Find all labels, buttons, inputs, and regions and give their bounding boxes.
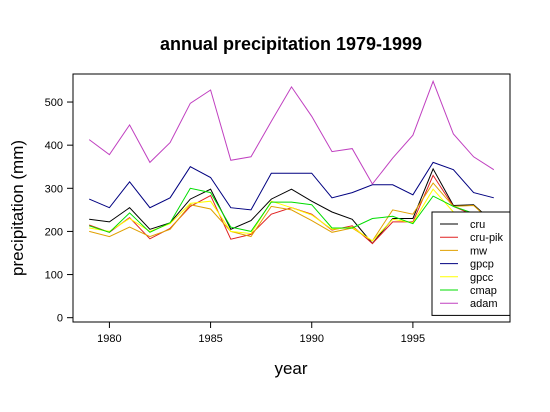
- legend-label-mw: mw: [470, 245, 487, 257]
- series-line-mw: [89, 182, 495, 242]
- y-tick-label: 300: [45, 183, 63, 195]
- y-tick-label: 100: [45, 270, 63, 282]
- legend-label-cru-pik: cru-pik: [470, 232, 504, 244]
- y-tick-label: 500: [45, 97, 63, 109]
- series-line-cmap: [89, 187, 495, 233]
- x-axis: 1980 1985 1990 1995: [97, 322, 425, 345]
- plot-frame: [72, 73, 511, 323]
- legend-label-cru: cru: [470, 219, 485, 231]
- series-layer: [88, 79, 495, 245]
- legend-label-adam: adam: [470, 298, 498, 310]
- legend-label-gpcc: gpcc: [470, 272, 494, 284]
- y-tick-label: 400: [45, 140, 63, 152]
- legend-label-gpcp: gpcp: [470, 259, 494, 271]
- x-axis-label: year: [274, 359, 307, 378]
- x-tick-label: 1985: [198, 333, 222, 345]
- x-tick-label: 1995: [401, 333, 425, 345]
- series-line-gpcp: [89, 161, 494, 211]
- y-axis-label: precipitation (mm): [8, 140, 27, 276]
- x-tick-label: 1990: [299, 333, 323, 345]
- y-axis: 0 100 200 300 400 500: [45, 97, 73, 325]
- legend-label-cmap: cmap: [470, 285, 497, 297]
- chart-title: annual precipitation 1979-1999: [160, 34, 422, 54]
- y-tick-label: 200: [45, 226, 63, 238]
- series-line-adam: [88, 79, 495, 185]
- y-tick-label: 0: [57, 313, 63, 325]
- series-line-cru: [89, 167, 495, 245]
- x-tick-label: 1980: [97, 333, 121, 345]
